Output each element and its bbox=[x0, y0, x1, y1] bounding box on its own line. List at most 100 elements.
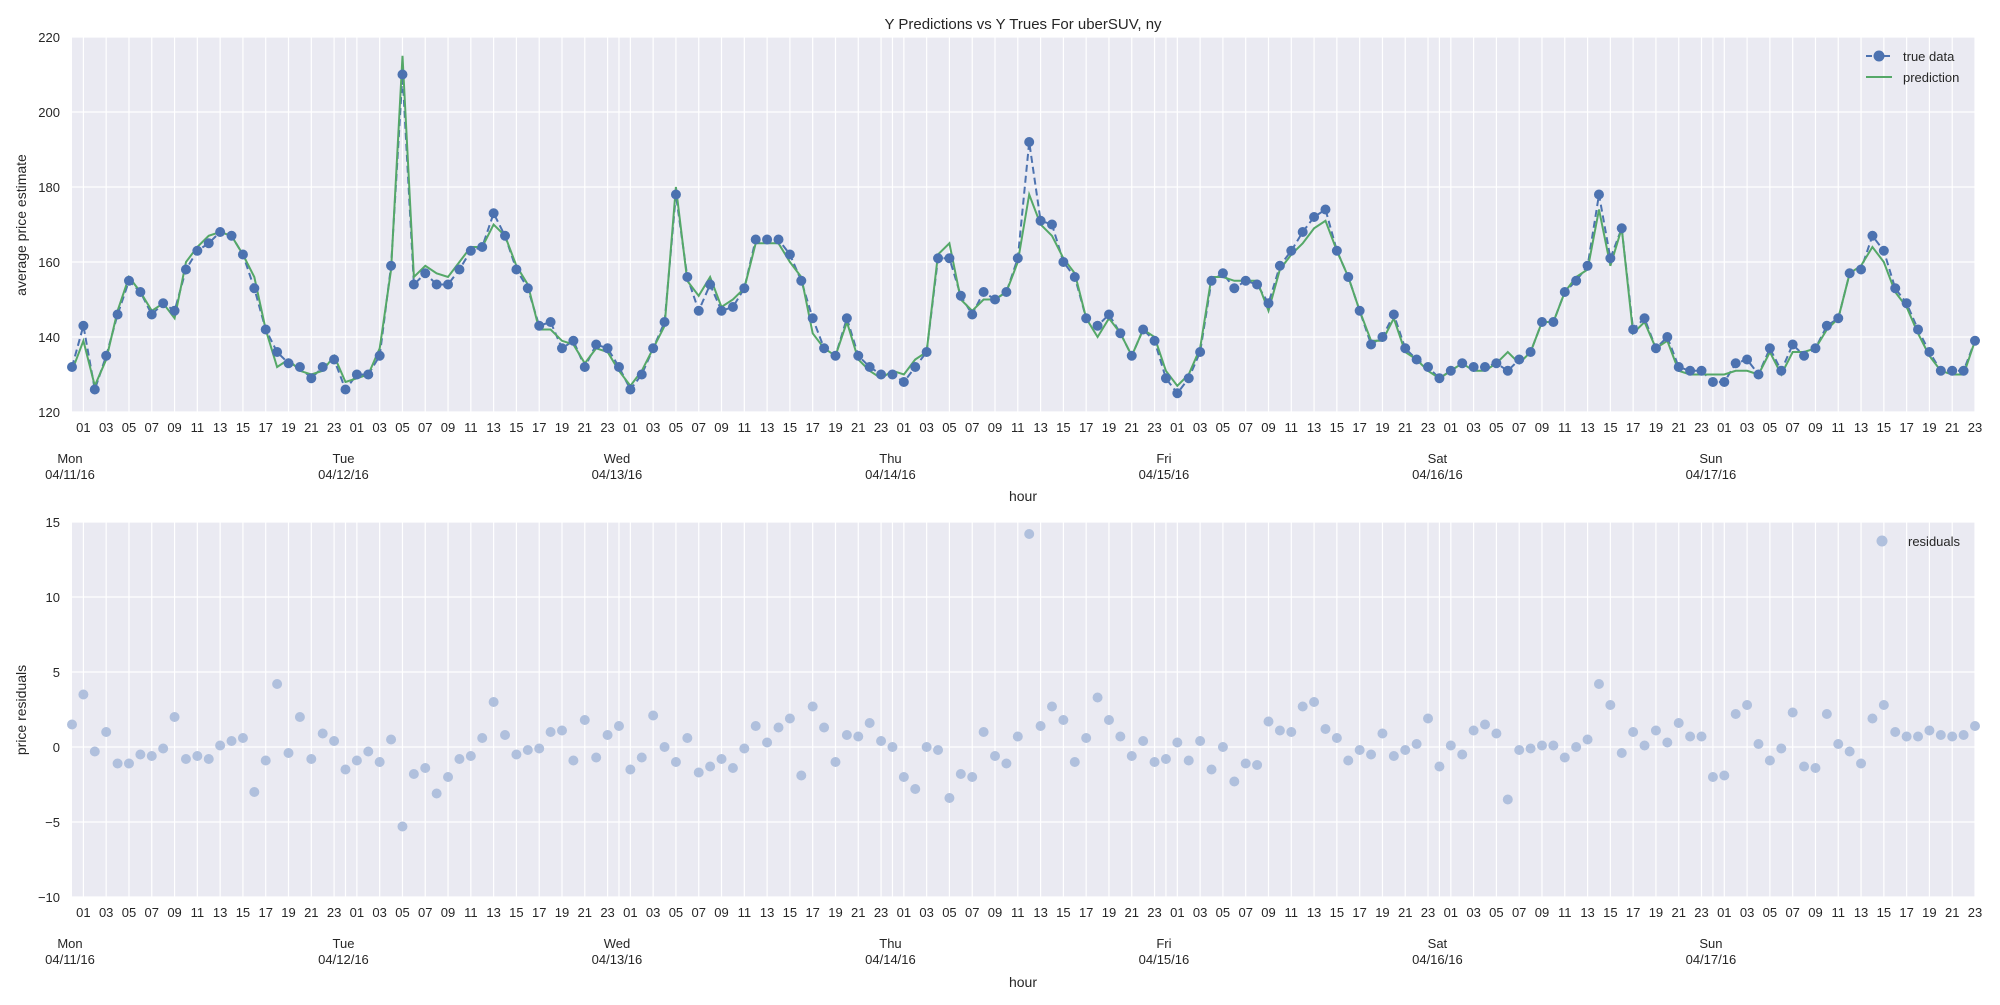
residual-point bbox=[784, 713, 795, 724]
true-data-point bbox=[579, 362, 590, 372]
residual-point bbox=[283, 748, 294, 758]
true-data-point bbox=[420, 268, 431, 279]
true-data-point bbox=[648, 343, 659, 354]
top-x-tick-label: 19 bbox=[1922, 420, 1936, 435]
bottom-x-tick-label: 15 bbox=[783, 905, 797, 920]
residual-point bbox=[465, 751, 476, 761]
residual-point bbox=[933, 745, 944, 755]
residual-point bbox=[1924, 725, 1935, 736]
true-data-point bbox=[955, 290, 966, 301]
true-data-point bbox=[1480, 362, 1491, 372]
residual-point bbox=[1024, 529, 1035, 539]
bottom-x-tick-label: 07 bbox=[145, 905, 159, 920]
top-x-tick-label: 15 bbox=[1330, 420, 1344, 435]
true-data-point bbox=[967, 309, 978, 320]
residual-point bbox=[1286, 727, 1297, 737]
true-data-point bbox=[1183, 373, 1194, 384]
true-data-point bbox=[1536, 317, 1547, 327]
residual-point bbox=[1172, 737, 1183, 748]
residual-point bbox=[568, 755, 579, 766]
true-data-point bbox=[1240, 275, 1251, 286]
true-data-point bbox=[1126, 350, 1137, 361]
top-y-tick-label: 220 bbox=[38, 30, 60, 45]
residual-point bbox=[910, 784, 921, 794]
true-data-point bbox=[1377, 332, 1388, 342]
true-data-point bbox=[1650, 343, 1661, 354]
bottom-x-tick-label: 01 bbox=[76, 905, 90, 920]
bottom-x-tick-label: 13 bbox=[1033, 905, 1047, 920]
residual-point bbox=[78, 689, 89, 700]
true-data-point bbox=[1593, 189, 1604, 200]
residual-point bbox=[1970, 721, 1980, 731]
residual-point bbox=[420, 763, 431, 773]
true-data-point bbox=[1685, 365, 1696, 376]
true-data-point bbox=[1559, 287, 1570, 297]
true-data-point bbox=[898, 377, 909, 387]
bottom-x-tick-label: 23 bbox=[1147, 905, 1161, 920]
residual-point bbox=[1616, 748, 1627, 758]
top-x-tick-label: 05 bbox=[1216, 420, 1230, 435]
true-data-point bbox=[215, 227, 226, 237]
bottom-y-tick-label: 15 bbox=[46, 515, 60, 530]
true-data-point bbox=[1810, 343, 1821, 354]
bottom-x-tick-label: 19 bbox=[828, 905, 842, 920]
bottom-day-date: 04/17/16 bbox=[1686, 952, 1737, 967]
true-data-point bbox=[317, 362, 328, 372]
residual-point bbox=[898, 772, 909, 782]
top-x-tick-label: 03 bbox=[99, 420, 113, 435]
bottom-x-tick-label: 19 bbox=[1649, 905, 1663, 920]
bottom-x-tick-label: 11 bbox=[191, 905, 205, 920]
residual-point bbox=[1582, 734, 1593, 745]
true-data-point bbox=[739, 283, 750, 294]
top-day-name: Thu bbox=[879, 451, 901, 466]
residual-point bbox=[1639, 740, 1650, 751]
residual-point bbox=[1947, 731, 1958, 742]
top-x-tick-label: 09 bbox=[1261, 420, 1275, 435]
bottom-y-tick-label: −10 bbox=[38, 890, 60, 905]
residual-point bbox=[180, 754, 191, 764]
true-data-point bbox=[1673, 362, 1684, 372]
top-y-tick-label: 200 bbox=[38, 105, 60, 120]
true-data-point bbox=[1525, 347, 1536, 357]
true-data-point bbox=[192, 245, 203, 256]
true-data-line bbox=[71, 74, 1976, 395]
residual-point bbox=[1217, 742, 1228, 752]
bottom-x-tick-label: 11 bbox=[1558, 905, 1572, 920]
residual-point bbox=[1468, 725, 1479, 736]
bottom-x-tick-label: 15 bbox=[1603, 905, 1617, 920]
true-data-point bbox=[762, 234, 773, 245]
true-data-point bbox=[1502, 365, 1513, 376]
true-data-point bbox=[260, 324, 271, 335]
true-data-point bbox=[1103, 309, 1114, 320]
true-data-point bbox=[272, 347, 283, 357]
true-data-point bbox=[226, 230, 237, 241]
residual-point bbox=[534, 743, 545, 754]
bottom-x-tick-label: 19 bbox=[1102, 905, 1116, 920]
top-x-tick-label: 13 bbox=[1307, 420, 1321, 435]
true-data-point bbox=[1958, 365, 1969, 376]
true-data-point bbox=[944, 253, 955, 264]
residual-point bbox=[317, 728, 328, 739]
top-day-name: Wed bbox=[604, 451, 631, 466]
top-x-tick-label: 03 bbox=[919, 420, 933, 435]
residual-point bbox=[921, 742, 932, 752]
residual-point bbox=[363, 746, 374, 757]
top-x-tick-label: 19 bbox=[1375, 420, 1389, 435]
true-data-point bbox=[1069, 272, 1080, 282]
bottom-x-tick-label: 11 bbox=[1285, 905, 1299, 920]
bottom-x-tick-label: 13 bbox=[213, 905, 227, 920]
bottom-x-tick-label: 03 bbox=[1193, 905, 1207, 920]
bottom-x-tick-label: 07 bbox=[1512, 905, 1526, 920]
bottom-x-tick-label: 01 bbox=[897, 905, 911, 920]
true-data-point bbox=[1286, 245, 1297, 256]
top-x-tick-label: 09 bbox=[1535, 420, 1549, 435]
true-data-point bbox=[1605, 253, 1616, 264]
true-data-point bbox=[1833, 313, 1844, 324]
top-x-tick-label: 07 bbox=[1238, 420, 1252, 435]
residual-point bbox=[1707, 772, 1718, 782]
true-data-point bbox=[659, 317, 670, 327]
residual-point bbox=[135, 749, 146, 760]
top-x-tick-label: 01 bbox=[1444, 420, 1458, 435]
true-data-point bbox=[1582, 260, 1593, 271]
